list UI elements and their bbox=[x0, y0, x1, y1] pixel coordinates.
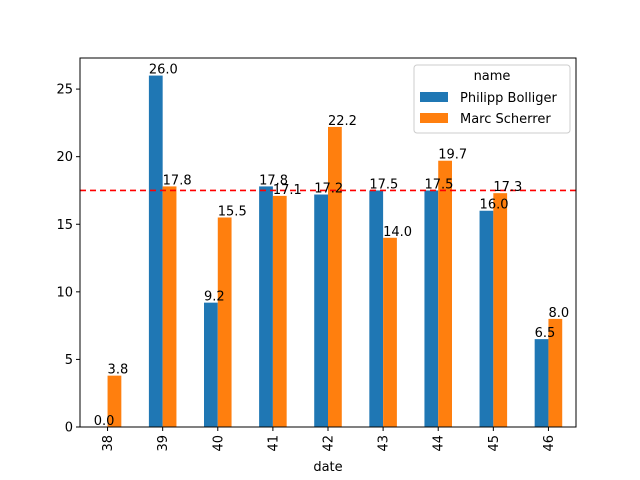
x-tick-label-46: 46 bbox=[542, 435, 557, 452]
data-labels-layer: 0.0 26.0 9.2 17.8 17.2 17.5 17.5 16.0 6.5 3.8 17.8… bbox=[94, 63, 569, 429]
x-tick-label-42: 42 bbox=[322, 435, 337, 452]
x-tick-label-39: 39 bbox=[156, 435, 171, 452]
data-label-marc-scherrer-46: 8.0 bbox=[548, 306, 569, 321]
data-label-marc-scherrer-44: 19.7 bbox=[438, 148, 467, 163]
bar-philipp-bolliger-42 bbox=[314, 194, 328, 427]
bar-marc-scherrer-46 bbox=[548, 318, 563, 427]
legend: name Philipp Bolliger Marc Scherrer bbox=[413, 64, 571, 134]
bar-philipp-bolliger-44 bbox=[424, 190, 439, 427]
data-label-marc-scherrer-42: 22.2 bbox=[328, 114, 357, 129]
x-axis-label: date bbox=[313, 460, 342, 475]
bar-marc-scherrer-44 bbox=[438, 160, 452, 427]
y-tick-label-0: 0 bbox=[65, 421, 73, 436]
data-label-philipp-bolliger-43: 17.5 bbox=[369, 177, 398, 192]
y-tick-label-10: 10 bbox=[56, 285, 73, 300]
bar-marc-scherrer-43 bbox=[383, 237, 397, 427]
bar-philipp-bolliger-41 bbox=[259, 186, 273, 427]
bar-marc-scherrer-41 bbox=[272, 195, 287, 427]
data-label-marc-scherrer-43: 14.0 bbox=[383, 225, 412, 240]
data-label-philipp-bolliger-44: 17.5 bbox=[424, 177, 453, 192]
data-label-philipp-bolliger-39: 26.0 bbox=[149, 63, 178, 78]
bar-marc-scherrer-40 bbox=[217, 217, 232, 427]
data-label-marc-scherrer-40: 15.5 bbox=[218, 204, 247, 219]
legend-title: name bbox=[474, 69, 511, 84]
legend-swatch-philipp-bolliger bbox=[420, 92, 448, 102]
bar-philipp-bolliger-39 bbox=[148, 75, 163, 428]
axes-layer: 0 5 10 15 20 25 38 39 40 41 42 43 44 45 46 bbox=[56, 57, 577, 452]
plot-frame bbox=[79, 57, 577, 428]
x-tick-label-38: 38 bbox=[101, 435, 116, 452]
legend-swatch-marc-scherrer bbox=[420, 113, 448, 123]
bar-marc-scherrer-39 bbox=[162, 186, 177, 427]
data-label-marc-scherrer-41: 17.1 bbox=[273, 183, 302, 198]
bar-marc-scherrer-38 bbox=[107, 375, 122, 427]
bar-philipp-bolliger-40 bbox=[204, 302, 218, 427]
bar-philipp-bolliger-46 bbox=[534, 339, 549, 427]
x-tick-label-43: 43 bbox=[377, 435, 392, 452]
bar-marc-scherrer-42 bbox=[328, 126, 342, 427]
data-label-philipp-bolliger-41: 17.8 bbox=[259, 173, 288, 188]
y-tick-label-20: 20 bbox=[56, 150, 73, 165]
x-tick-label-44: 44 bbox=[432, 435, 447, 452]
data-label-philipp-bolliger-45: 16.0 bbox=[480, 198, 509, 213]
data-label-philipp-bolliger-38: 0.0 bbox=[94, 414, 115, 429]
y-tick-label-5: 5 bbox=[65, 353, 73, 368]
legend-box bbox=[413, 64, 571, 134]
data-label-marc-scherrer-38: 3.8 bbox=[108, 363, 129, 378]
data-label-philipp-bolliger-42: 17.2 bbox=[314, 182, 343, 197]
legend-label-marc-scherrer: Marc Scherrer bbox=[460, 112, 551, 127]
x-tick-label-45: 45 bbox=[487, 435, 502, 452]
data-label-marc-scherrer-39: 17.8 bbox=[163, 173, 192, 188]
x-tick-label-41: 41 bbox=[266, 435, 281, 452]
data-label-philipp-bolliger-40: 9.2 bbox=[204, 290, 225, 305]
bars-layer bbox=[107, 75, 563, 428]
data-label-marc-scherrer-45: 17.3 bbox=[493, 180, 522, 195]
y-tick-label-25: 25 bbox=[56, 83, 73, 98]
bar-philipp-bolliger-45 bbox=[479, 210, 494, 427]
legend-label-philipp-bolliger: Philipp Bolliger bbox=[460, 91, 558, 106]
y-tick-label-15: 15 bbox=[56, 218, 73, 233]
x-tick-label-40: 40 bbox=[211, 435, 226, 452]
bar-philipp-bolliger-43 bbox=[369, 190, 384, 427]
data-label-philipp-bolliger-46: 6.5 bbox=[535, 326, 556, 341]
bar-marc-scherrer-45 bbox=[493, 193, 508, 427]
